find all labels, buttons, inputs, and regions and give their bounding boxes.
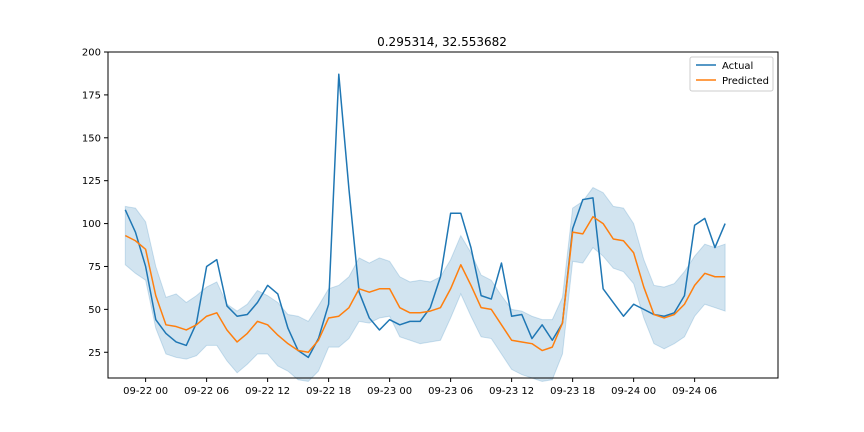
y-tick-label: 175 — [82, 90, 101, 101]
x-tick-label: 09-24 00 — [611, 386, 656, 397]
x-tick-label: 09-22 18 — [306, 386, 351, 397]
y-tick-label: 50 — [88, 305, 101, 316]
series-line-predicted — [124, 215, 726, 354]
plot-area-frame — [107, 51, 779, 379]
x-tick-label: 09-23 06 — [428, 386, 473, 397]
x-tick-label: 09-22 06 — [184, 386, 229, 397]
legend-label-predicted: Predicted — [722, 76, 769, 87]
x-axis: 09-22 00 09-22 06 09-22 12 09-22 18 09-23 00… — [123, 378, 717, 397]
y-tick-label: 150 — [82, 133, 101, 144]
series-layer — [124, 73, 726, 359]
y-axis: 25 50 75 100 125 150 175 200 — [82, 48, 108, 359]
x-tick-label: 09-23 00 — [367, 386, 412, 397]
y-tick-label: 25 — [88, 348, 101, 359]
legend-label-actual: Actual — [722, 61, 753, 72]
y-tick-label: 100 — [82, 219, 101, 230]
y-tick-label: 125 — [82, 176, 101, 187]
x-tick-label: 09-22 00 — [123, 386, 168, 397]
y-tick-label: 200 — [82, 48, 101, 59]
x-tick-label: 09-23 12 — [489, 386, 534, 397]
x-tick-label: 09-22 12 — [245, 386, 290, 397]
series-line-actual — [124, 73, 726, 359]
chart-title: 0.295314, 32.553682 — [377, 35, 507, 49]
legend: Actual Predicted — [689, 56, 774, 92]
x-tick-label: 09-23 18 — [550, 386, 595, 397]
y-tick-label: 75 — [88, 262, 101, 273]
x-tick-label: 09-24 06 — [672, 386, 717, 397]
